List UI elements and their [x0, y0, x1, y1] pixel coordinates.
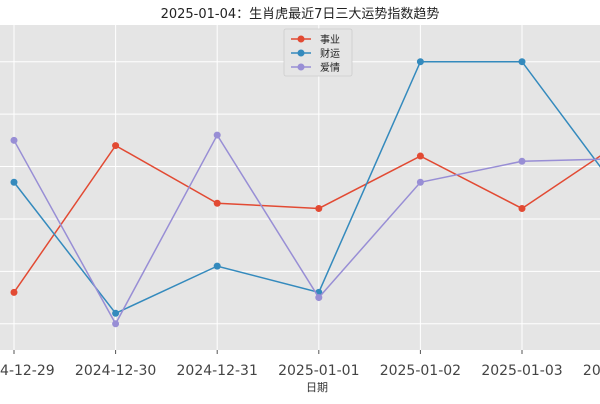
x-tick-label: 2025-01-04: [583, 363, 600, 379]
x-tick-label: 2024-12-30: [75, 363, 156, 379]
data-point: [11, 289, 18, 296]
data-point: [214, 263, 221, 270]
data-point: [417, 153, 424, 160]
data-point: [417, 58, 424, 65]
data-point: [315, 294, 322, 301]
x-tick-label: 2025-01-02: [380, 363, 461, 379]
data-point: [11, 137, 18, 144]
data-point: [214, 132, 221, 139]
x-tick-label: 2025-01-01: [278, 363, 359, 379]
data-point: [519, 205, 526, 212]
x-axis-label: 日期: [306, 381, 328, 394]
legend-label: 爱情: [320, 61, 340, 74]
data-point: [112, 142, 119, 149]
data-point: [11, 179, 18, 186]
legend-swatch-marker: [298, 36, 305, 43]
data-point: [214, 200, 221, 207]
legend-label: 事业: [320, 33, 340, 46]
data-point: [519, 58, 526, 65]
x-tick-labels: 2024-12-29 2024-12-30 2024-12-31 2025-01-01…: [0, 350, 600, 379]
x-tick-label: 2025-01-03: [481, 363, 562, 379]
legend-swatch-marker: [298, 50, 305, 57]
legend-label: 财运: [320, 47, 340, 60]
chart-title: 2025-01-04：生肖虎最近7日三大运势指数趋势: [161, 6, 440, 22]
data-point: [519, 158, 526, 165]
data-point: [112, 320, 119, 327]
data-point: [112, 310, 119, 317]
legend-swatch-marker: [298, 64, 305, 71]
x-tick-label: 2024-12-31: [177, 363, 258, 379]
data-point: [417, 179, 424, 186]
x-tick-label: 2024-12-29: [0, 363, 55, 379]
data-point: [315, 205, 322, 212]
